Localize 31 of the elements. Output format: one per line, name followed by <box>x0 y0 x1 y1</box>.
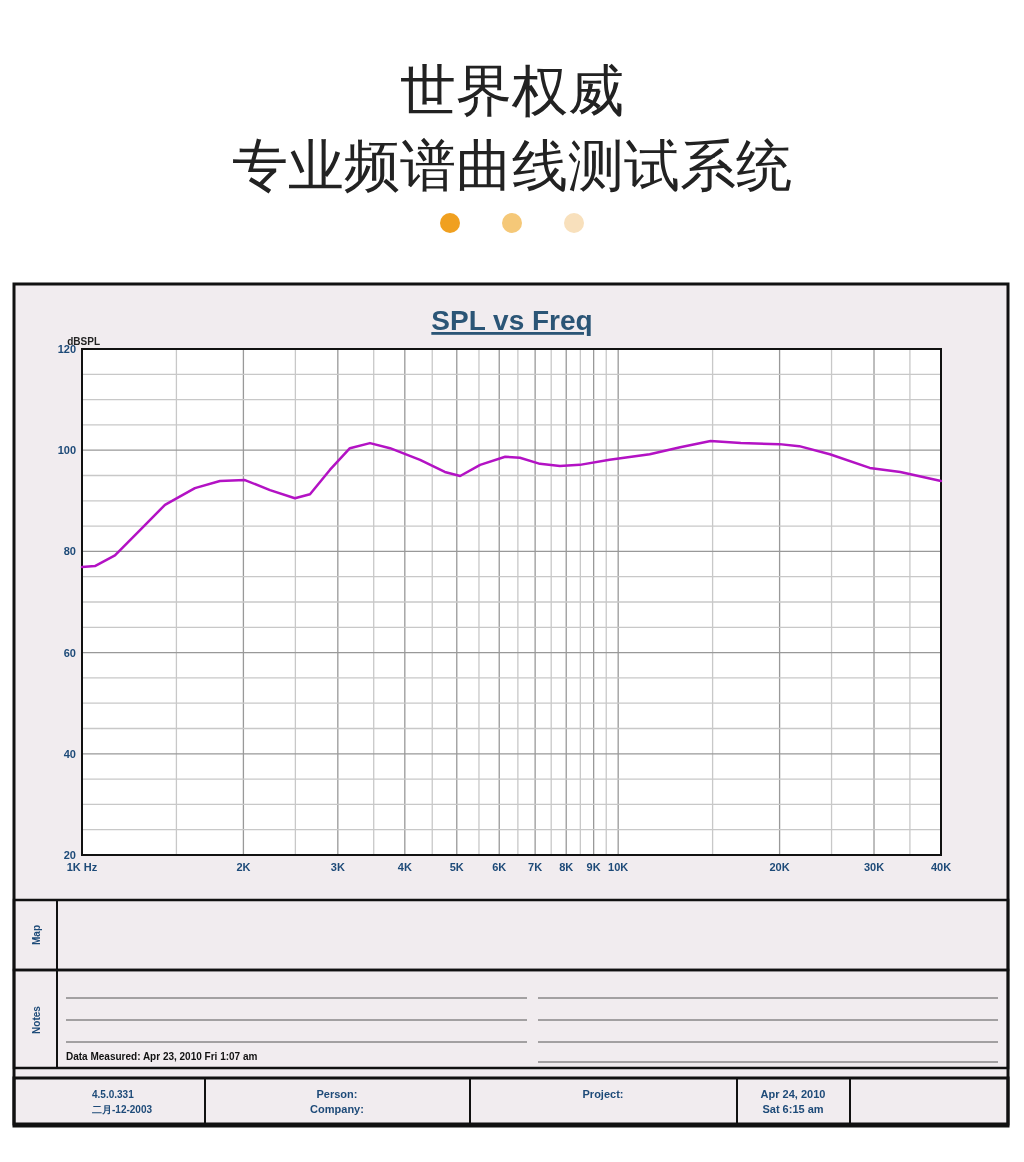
y-tick-label: 20 <box>63 849 76 861</box>
text: Person: <box>316 1088 358 1100</box>
y-tick-label: 100 <box>57 444 76 457</box>
x-tick-label: 8K <box>559 861 574 873</box>
text: 专业频谱曲线测试系统 <box>232 133 792 198</box>
text: Notes <box>31 1005 42 1034</box>
y-tick-label: 80 <box>63 545 76 558</box>
x-tick-label: 3K <box>330 861 345 873</box>
x-tick-label: 6K <box>492 861 507 873</box>
text: 4.5.0.331 <box>92 1089 135 1100</box>
x-tick-label: 7K <box>528 861 543 873</box>
text: Company: <box>310 1103 364 1115</box>
x-tick-label: 30K <box>863 861 885 873</box>
x-tick-label: 9K <box>586 861 601 873</box>
y-tick-label: 60 <box>63 646 76 659</box>
x-tick-label: 10K <box>608 861 629 873</box>
x-tick-label: 4K <box>397 861 412 873</box>
x-tick-label: 1K Hz <box>66 861 98 873</box>
x-tick-label: 2K <box>236 861 251 873</box>
text: 二月-12-2003 <box>92 1104 153 1115</box>
x-tick-label: 40K <box>930 861 952 873</box>
text: Data Measured: Apr 23, 2010 Fri 1:07 am <box>66 1051 258 1062</box>
y-tick-label: 40 <box>63 747 76 760</box>
text: Project: <box>582 1088 624 1100</box>
text: Map <box>31 925 42 945</box>
chart-title: SPL vs Freq <box>431 305 593 336</box>
text: Apr 24, 2010 <box>760 1088 826 1100</box>
text: 世界权威 <box>400 58 624 123</box>
text: Sat 6:15 am <box>762 1103 824 1115</box>
x-tick-label: 20K <box>769 861 790 873</box>
x-tick-label: 5K <box>449 861 464 873</box>
